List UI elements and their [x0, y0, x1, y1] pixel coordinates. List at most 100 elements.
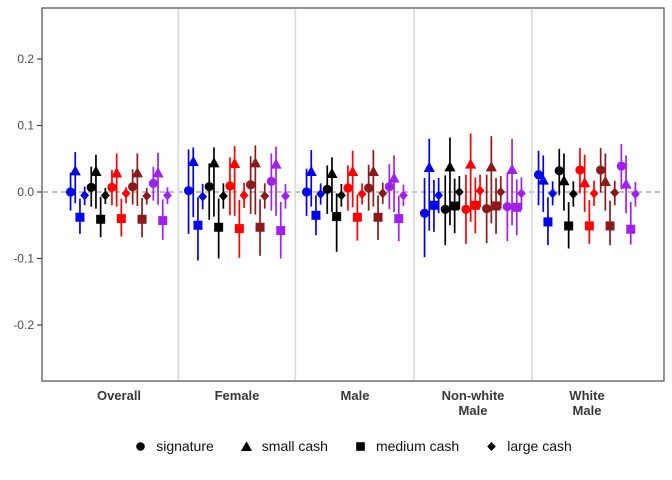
- x-axis-label-male: Male: [340, 388, 370, 403]
- point-triangle: [305, 165, 317, 176]
- point-square: [543, 217, 553, 227]
- point-triangle: [69, 165, 81, 176]
- point-triangle: [388, 172, 400, 183]
- point-square: [255, 222, 265, 232]
- point-triangle: [579, 177, 591, 188]
- point-square: [276, 226, 286, 236]
- point-circle: [533, 170, 544, 180]
- triangle-legend-icon: [240, 440, 252, 451]
- point-square: [332, 212, 342, 222]
- point-triangle: [270, 158, 282, 169]
- point-square: [75, 212, 85, 222]
- point-circle: [183, 186, 194, 196]
- point-triangle: [187, 155, 199, 167]
- point-square: [429, 200, 439, 210]
- point-square: [605, 221, 615, 231]
- legend-item-small-cash: small cash: [232, 438, 336, 454]
- x-axis-label-overall: Overall: [96, 388, 142, 403]
- point-triangle: [465, 158, 477, 169]
- point-square: [234, 224, 244, 234]
- point-diamond: [399, 190, 408, 201]
- point-triangle: [326, 167, 338, 178]
- point-square: [352, 212, 362, 222]
- point-diamond: [100, 190, 110, 201]
- point-triangle: [558, 175, 570, 186]
- point-triangle: [537, 174, 549, 185]
- point-square: [116, 214, 126, 224]
- panel-border: [41, 7, 665, 382]
- point-circle: [554, 166, 564, 176]
- point-square: [584, 221, 594, 231]
- legend-label: small cash: [261, 438, 328, 454]
- point-square: [512, 202, 522, 212]
- diamond-legend-icon: [487, 441, 497, 451]
- point-triangle: [152, 167, 164, 178]
- point-circle: [301, 187, 312, 197]
- point-diamond: [239, 190, 249, 201]
- y-axis-tick-label: 0.1: [17, 119, 34, 133]
- legend-item-large-cash: large cash: [477, 438, 580, 454]
- legend-item-medium-cash: medium cash: [346, 438, 467, 454]
- legend-item-signature: signature: [126, 438, 222, 454]
- point-square: [96, 214, 106, 224]
- point-circle: [246, 180, 256, 190]
- point-diamond: [610, 187, 620, 198]
- point-triangle: [367, 165, 379, 176]
- point-circle: [128, 182, 138, 192]
- point-circle: [225, 181, 235, 191]
- point-square: [373, 212, 383, 222]
- point-circle: [107, 182, 117, 192]
- point-triangle: [506, 163, 518, 174]
- point-diamond: [336, 190, 346, 201]
- point-diamond: [163, 190, 172, 201]
- point-square: [311, 210, 321, 220]
- point-circle: [364, 183, 374, 193]
- point-diamond: [631, 188, 640, 199]
- point-diamond: [316, 188, 326, 199]
- y-axis-tick-label: 0.2: [17, 52, 34, 66]
- point-square: [193, 220, 203, 230]
- point-triangle: [599, 175, 611, 186]
- point-square: [491, 201, 501, 211]
- point-diamond: [281, 190, 290, 201]
- point-diamond: [378, 188, 388, 199]
- point-circle: [65, 187, 76, 197]
- point-triangle: [347, 165, 359, 176]
- point-circle: [575, 165, 585, 175]
- legend: signature small cash medium cash large cash: [42, 438, 664, 454]
- point-triangle: [131, 167, 143, 178]
- point-diamond: [260, 190, 270, 201]
- point-circle: [86, 182, 96, 192]
- point-triangle: [444, 161, 456, 172]
- point-diamond: [80, 190, 90, 201]
- point-triangle: [229, 157, 241, 169]
- point-triangle: [423, 161, 435, 172]
- point-circle: [384, 182, 394, 192]
- point-diamond: [548, 188, 558, 199]
- point-diamond: [496, 187, 506, 197]
- circle-legend-icon: [136, 441, 146, 451]
- point-diamond: [142, 190, 152, 201]
- point-triangle: [485, 161, 497, 172]
- point-diamond: [121, 188, 131, 199]
- point-circle: [419, 208, 430, 218]
- legend-label: medium cash: [375, 438, 460, 454]
- point-circle: [204, 182, 214, 192]
- point-diamond: [589, 188, 599, 199]
- point-square: [158, 216, 168, 226]
- point-circle: [482, 204, 492, 214]
- point-circle: [343, 183, 353, 193]
- y-axis-tick-label: 0.0: [17, 185, 34, 199]
- point-circle: [440, 204, 450, 214]
- x-axis-label-female: Female: [214, 388, 260, 403]
- point-circle: [596, 165, 606, 175]
- square-legend-icon: [356, 441, 365, 451]
- point-square: [394, 214, 404, 224]
- point-triangle: [249, 157, 261, 168]
- point-diamond: [357, 188, 367, 199]
- point-diamond: [517, 188, 526, 199]
- point-diamond: [568, 188, 578, 199]
- x-axis-label-white-male: White Male: [569, 388, 605, 419]
- y-axis-tick-label: -0.1: [13, 252, 34, 266]
